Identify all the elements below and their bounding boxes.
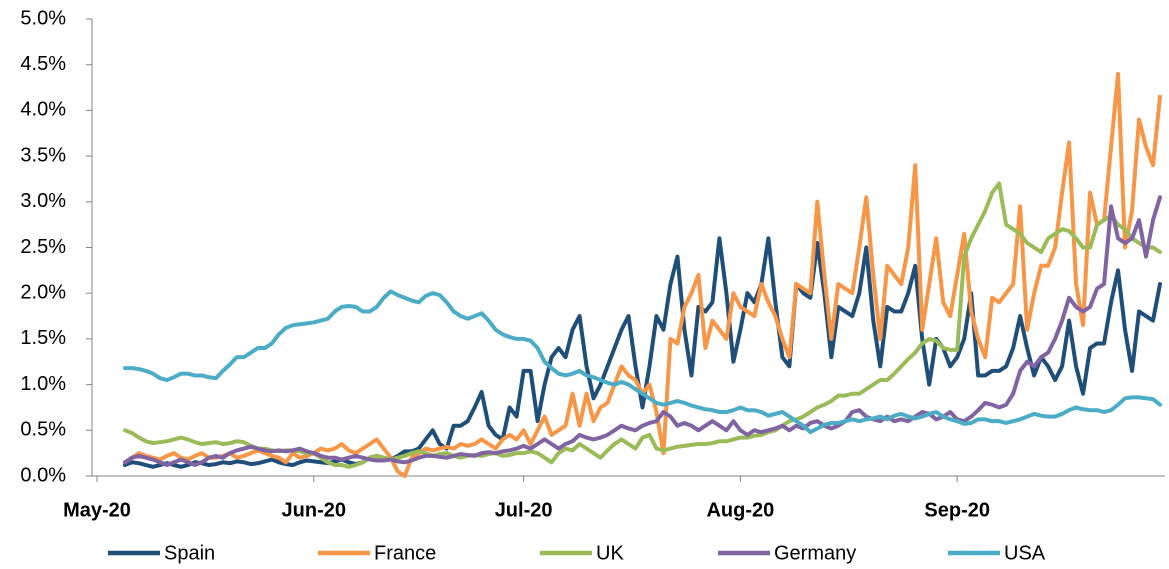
- line-series: [122, 71, 1162, 478]
- y-tick-label: 1.0%: [20, 373, 66, 395]
- x-tick-label: Aug-20: [706, 499, 774, 521]
- y-tick-label: 4.5%: [20, 53, 66, 75]
- legend-label: France: [374, 542, 436, 564]
- y-tick-label: 4.0%: [20, 99, 66, 121]
- legend-label: USA: [1004, 542, 1046, 564]
- x-tick-label: Jun-20: [282, 499, 346, 521]
- y-tick-label: 3.0%: [20, 190, 66, 212]
- line-series: [122, 236, 1162, 469]
- line-series: [122, 195, 1162, 468]
- x-tick-label: Sep-20: [924, 499, 990, 521]
- x-tick-label: Jul-20: [495, 499, 553, 521]
- y-tick-label: 2.0%: [20, 281, 66, 303]
- legend-label: Germany: [774, 542, 856, 564]
- legend-label: Spain: [164, 542, 215, 564]
- legend-label: UK: [596, 542, 624, 564]
- y-tick-label: 3.5%: [20, 144, 66, 166]
- y-tick-label: 5.0%: [20, 7, 66, 29]
- x-tick-label: May-20: [63, 499, 131, 521]
- y-tick-label: 2.5%: [20, 236, 66, 258]
- y-tick-label: 1.5%: [20, 327, 66, 349]
- y-tick-label: 0.0%: [20, 464, 66, 486]
- y-tick-label: 0.5%: [20, 419, 66, 441]
- line-series: [122, 289, 1162, 435]
